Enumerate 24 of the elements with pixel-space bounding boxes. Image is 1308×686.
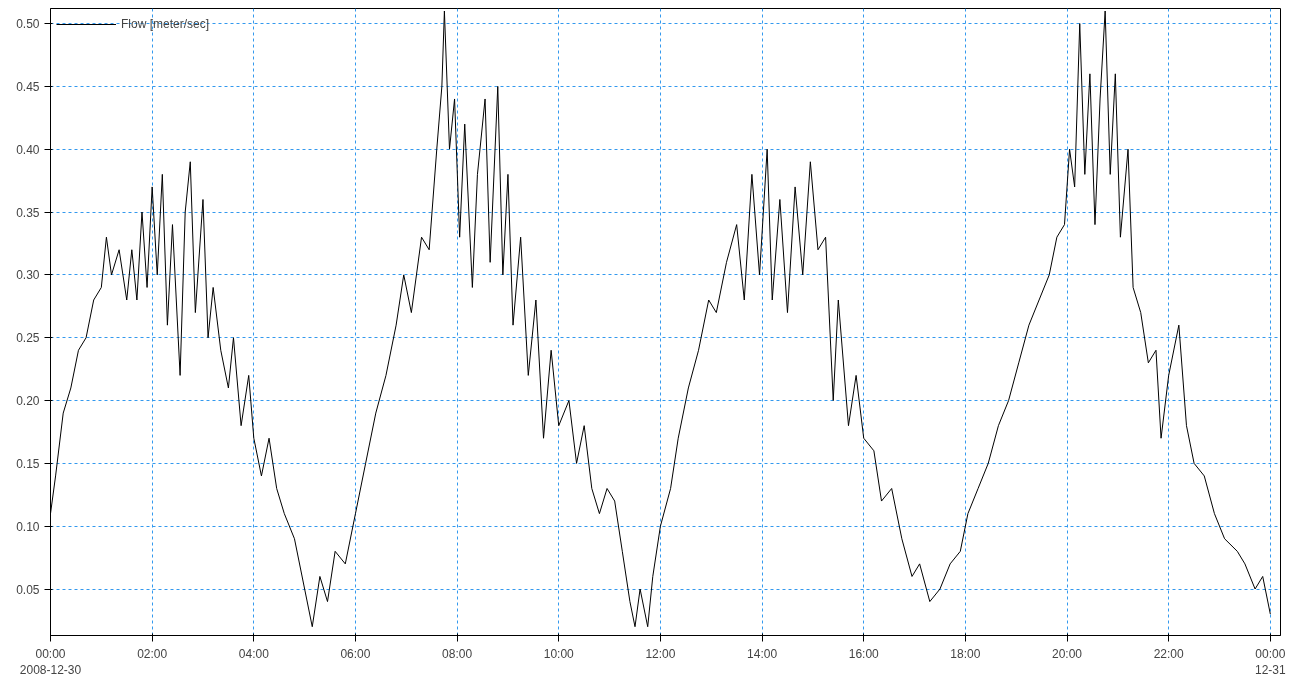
x-tick-label: 20:00 [1052, 646, 1083, 661]
x-tick-label: 14:00 [747, 646, 778, 661]
y-tick-label: 0.45 [16, 79, 40, 94]
y-tick-label: 0.40 [16, 142, 40, 157]
x-tick-label: 00:00 12-31 [1254, 646, 1287, 678]
y-tick-label: 0.15 [16, 456, 40, 471]
x-tick-label: 08:00 [442, 646, 473, 661]
x-tick-label: 16:00 [848, 646, 880, 661]
x-tick-label: 06:00 [340, 646, 371, 661]
y-tick-label: 0.10 [16, 519, 40, 534]
x-tick-label: 00:00 2008-12-30 [19, 646, 82, 678]
y-tick-label: 0.35 [16, 205, 40, 220]
x-tick-label: 22:00 [1153, 646, 1185, 661]
x-tick-label: 04:00 [238, 646, 270, 661]
y-tick-label: 0.25 [16, 331, 40, 346]
x-tick-label: 02:00 [137, 646, 168, 661]
y-tick-label: 0.20 [16, 394, 40, 409]
y-tick-label: 0.50 [16, 17, 40, 32]
x-tick-label: 12:00 [645, 646, 676, 661]
x-tick-label: 18:00 [950, 646, 981, 661]
y-tick-label: 0.05 [16, 582, 40, 597]
legend-label: Flow [meter/sec] [121, 17, 210, 31]
y-tick-label: 0.30 [16, 268, 40, 283]
x-tick-label: 10:00 [543, 646, 575, 661]
